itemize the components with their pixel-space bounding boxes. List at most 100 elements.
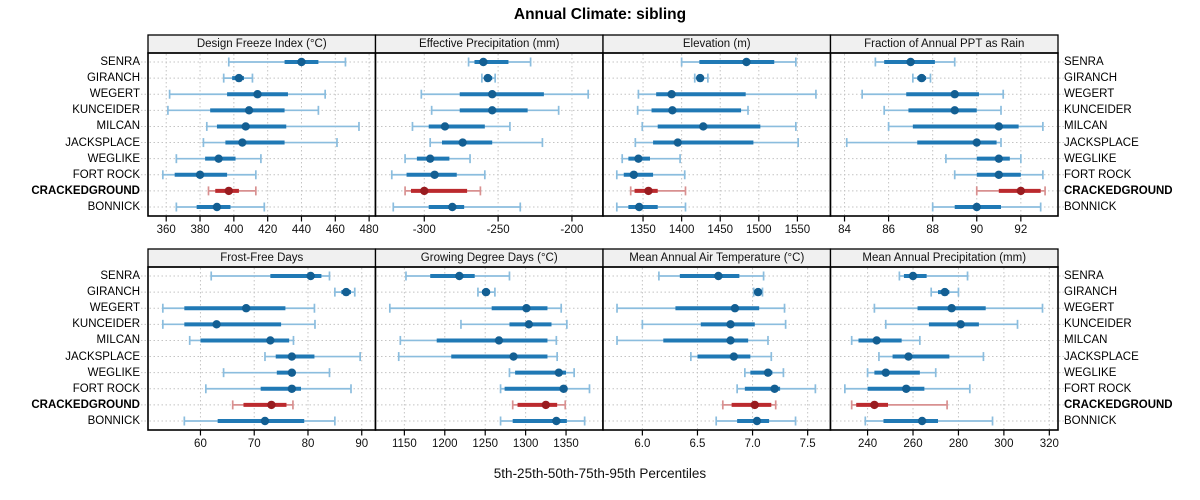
median-dot xyxy=(488,106,497,115)
median-dot xyxy=(479,57,488,67)
panel-header: Fraction of Annual PPT as Rain xyxy=(864,38,1025,50)
median-dot xyxy=(306,271,315,281)
row-label-right: SENRA xyxy=(1064,56,1104,68)
x-tick-label: -300 xyxy=(412,224,436,236)
median-dot xyxy=(522,304,531,313)
median-dot xyxy=(714,271,723,281)
median-dot xyxy=(634,202,644,212)
median-dot xyxy=(726,320,735,329)
median-dot xyxy=(629,170,638,179)
median-dot xyxy=(260,416,270,426)
x-tick-label: 380 xyxy=(190,224,210,236)
median-dot xyxy=(881,368,890,377)
x-tick-label: 460 xyxy=(325,224,345,236)
x-tick-label: 80 xyxy=(301,438,315,450)
median-dot xyxy=(440,122,450,131)
row-label-left: CRACKEDGROUND xyxy=(31,184,140,197)
row-label-right: CRACKEDGROUND xyxy=(1064,184,1173,197)
median-dot xyxy=(950,90,959,99)
row-label-right: WEGERT xyxy=(1064,88,1115,101)
row-label-left: GIRANCH xyxy=(86,286,140,299)
median-dot xyxy=(341,287,351,297)
median-dot xyxy=(870,400,879,410)
x-tick-label: 440 xyxy=(291,224,312,236)
row-label-left: BONNICK xyxy=(87,201,140,213)
x-tick-label: 84 xyxy=(838,224,851,236)
x-tick-label: 400 xyxy=(224,224,244,236)
median-dot xyxy=(524,320,534,329)
median-dot xyxy=(729,352,739,361)
x-tick-label: 1200 xyxy=(431,438,458,450)
median-dot xyxy=(906,57,915,67)
median-dot xyxy=(726,336,735,345)
row-label-left: MILCAN xyxy=(96,120,140,133)
median-dot xyxy=(287,352,297,361)
row-label-right: BONNICK xyxy=(1064,201,1117,213)
median-dot xyxy=(241,304,251,313)
median-dot xyxy=(481,287,491,297)
row-label-right: KUNCEIDER xyxy=(1064,104,1132,117)
x-tick-label: 1400 xyxy=(668,224,695,236)
median-dot xyxy=(483,73,492,83)
median-dot xyxy=(420,186,429,196)
median-dot xyxy=(234,73,244,83)
median-dot xyxy=(458,138,467,147)
x-tick-label: 60 xyxy=(194,438,207,450)
median-dot xyxy=(753,287,763,297)
median-dot xyxy=(224,186,233,196)
row-label-right: FORT ROCK xyxy=(1064,382,1132,395)
median-dot xyxy=(430,170,439,179)
median-dot xyxy=(667,90,676,99)
x-tick-label: 1300 xyxy=(512,438,539,450)
median-dot xyxy=(904,352,913,361)
median-dot xyxy=(488,90,497,99)
median-dot xyxy=(559,384,568,393)
row-label-left: MILCAN xyxy=(96,334,140,347)
x-tick-label: 1150 xyxy=(391,438,417,450)
median-dot xyxy=(455,271,464,281)
median-dot xyxy=(448,202,457,212)
median-dot xyxy=(297,57,306,67)
median-dot xyxy=(253,90,262,99)
x-tick-label: 360 xyxy=(156,224,176,236)
median-dot xyxy=(752,416,762,426)
median-dot xyxy=(244,106,254,115)
median-dot xyxy=(730,304,740,313)
row-label-right: BONNICK xyxy=(1064,415,1117,427)
panel-header: Elevation (m) xyxy=(682,38,751,50)
row-label-right: WEGLIKE xyxy=(1064,366,1117,379)
x-tick-label: 1350 xyxy=(553,438,579,450)
panel-border xyxy=(829,266,1059,431)
x-tick-label: 86 xyxy=(882,224,895,236)
row-label-left: JACKSPLACE xyxy=(65,350,140,363)
median-dot xyxy=(972,202,981,212)
median-dot xyxy=(750,400,759,410)
panel-header: Mean Annual Air Temperature (°C) xyxy=(629,252,805,264)
median-dot xyxy=(956,320,965,329)
median-dot xyxy=(238,138,247,147)
row-label-left: KUNCEIDER xyxy=(72,104,140,117)
median-dot xyxy=(195,170,205,179)
x-tick-label: 1350 xyxy=(630,224,656,236)
row-label-left: WEGERT xyxy=(89,302,140,315)
median-dot xyxy=(287,384,297,393)
x-tick-label: -200 xyxy=(560,224,584,236)
panel-header: Design Freeze Index (°C) xyxy=(196,38,327,50)
median-dot xyxy=(552,416,561,426)
x-tick-label: 1450 xyxy=(707,224,734,236)
x-tick-label: 240 xyxy=(857,438,878,450)
row-label-right: JACKSPLACE xyxy=(1064,136,1139,149)
median-dot xyxy=(940,287,950,297)
row-label-left: WEGERT xyxy=(89,88,140,101)
row-label-left: WEGLIKE xyxy=(87,366,140,379)
x-tick-label: 88 xyxy=(926,224,940,236)
median-dot xyxy=(908,271,918,281)
median-dot xyxy=(872,336,881,345)
row-label-right: MILCAN xyxy=(1064,334,1108,347)
row-label-left: CRACKEDGROUND xyxy=(31,398,140,411)
x-tick-label: 260 xyxy=(903,438,923,450)
row-label-left: GIRANCH xyxy=(86,72,140,85)
panel-border xyxy=(829,52,1059,217)
x-tick-label: 7.5 xyxy=(799,438,816,450)
